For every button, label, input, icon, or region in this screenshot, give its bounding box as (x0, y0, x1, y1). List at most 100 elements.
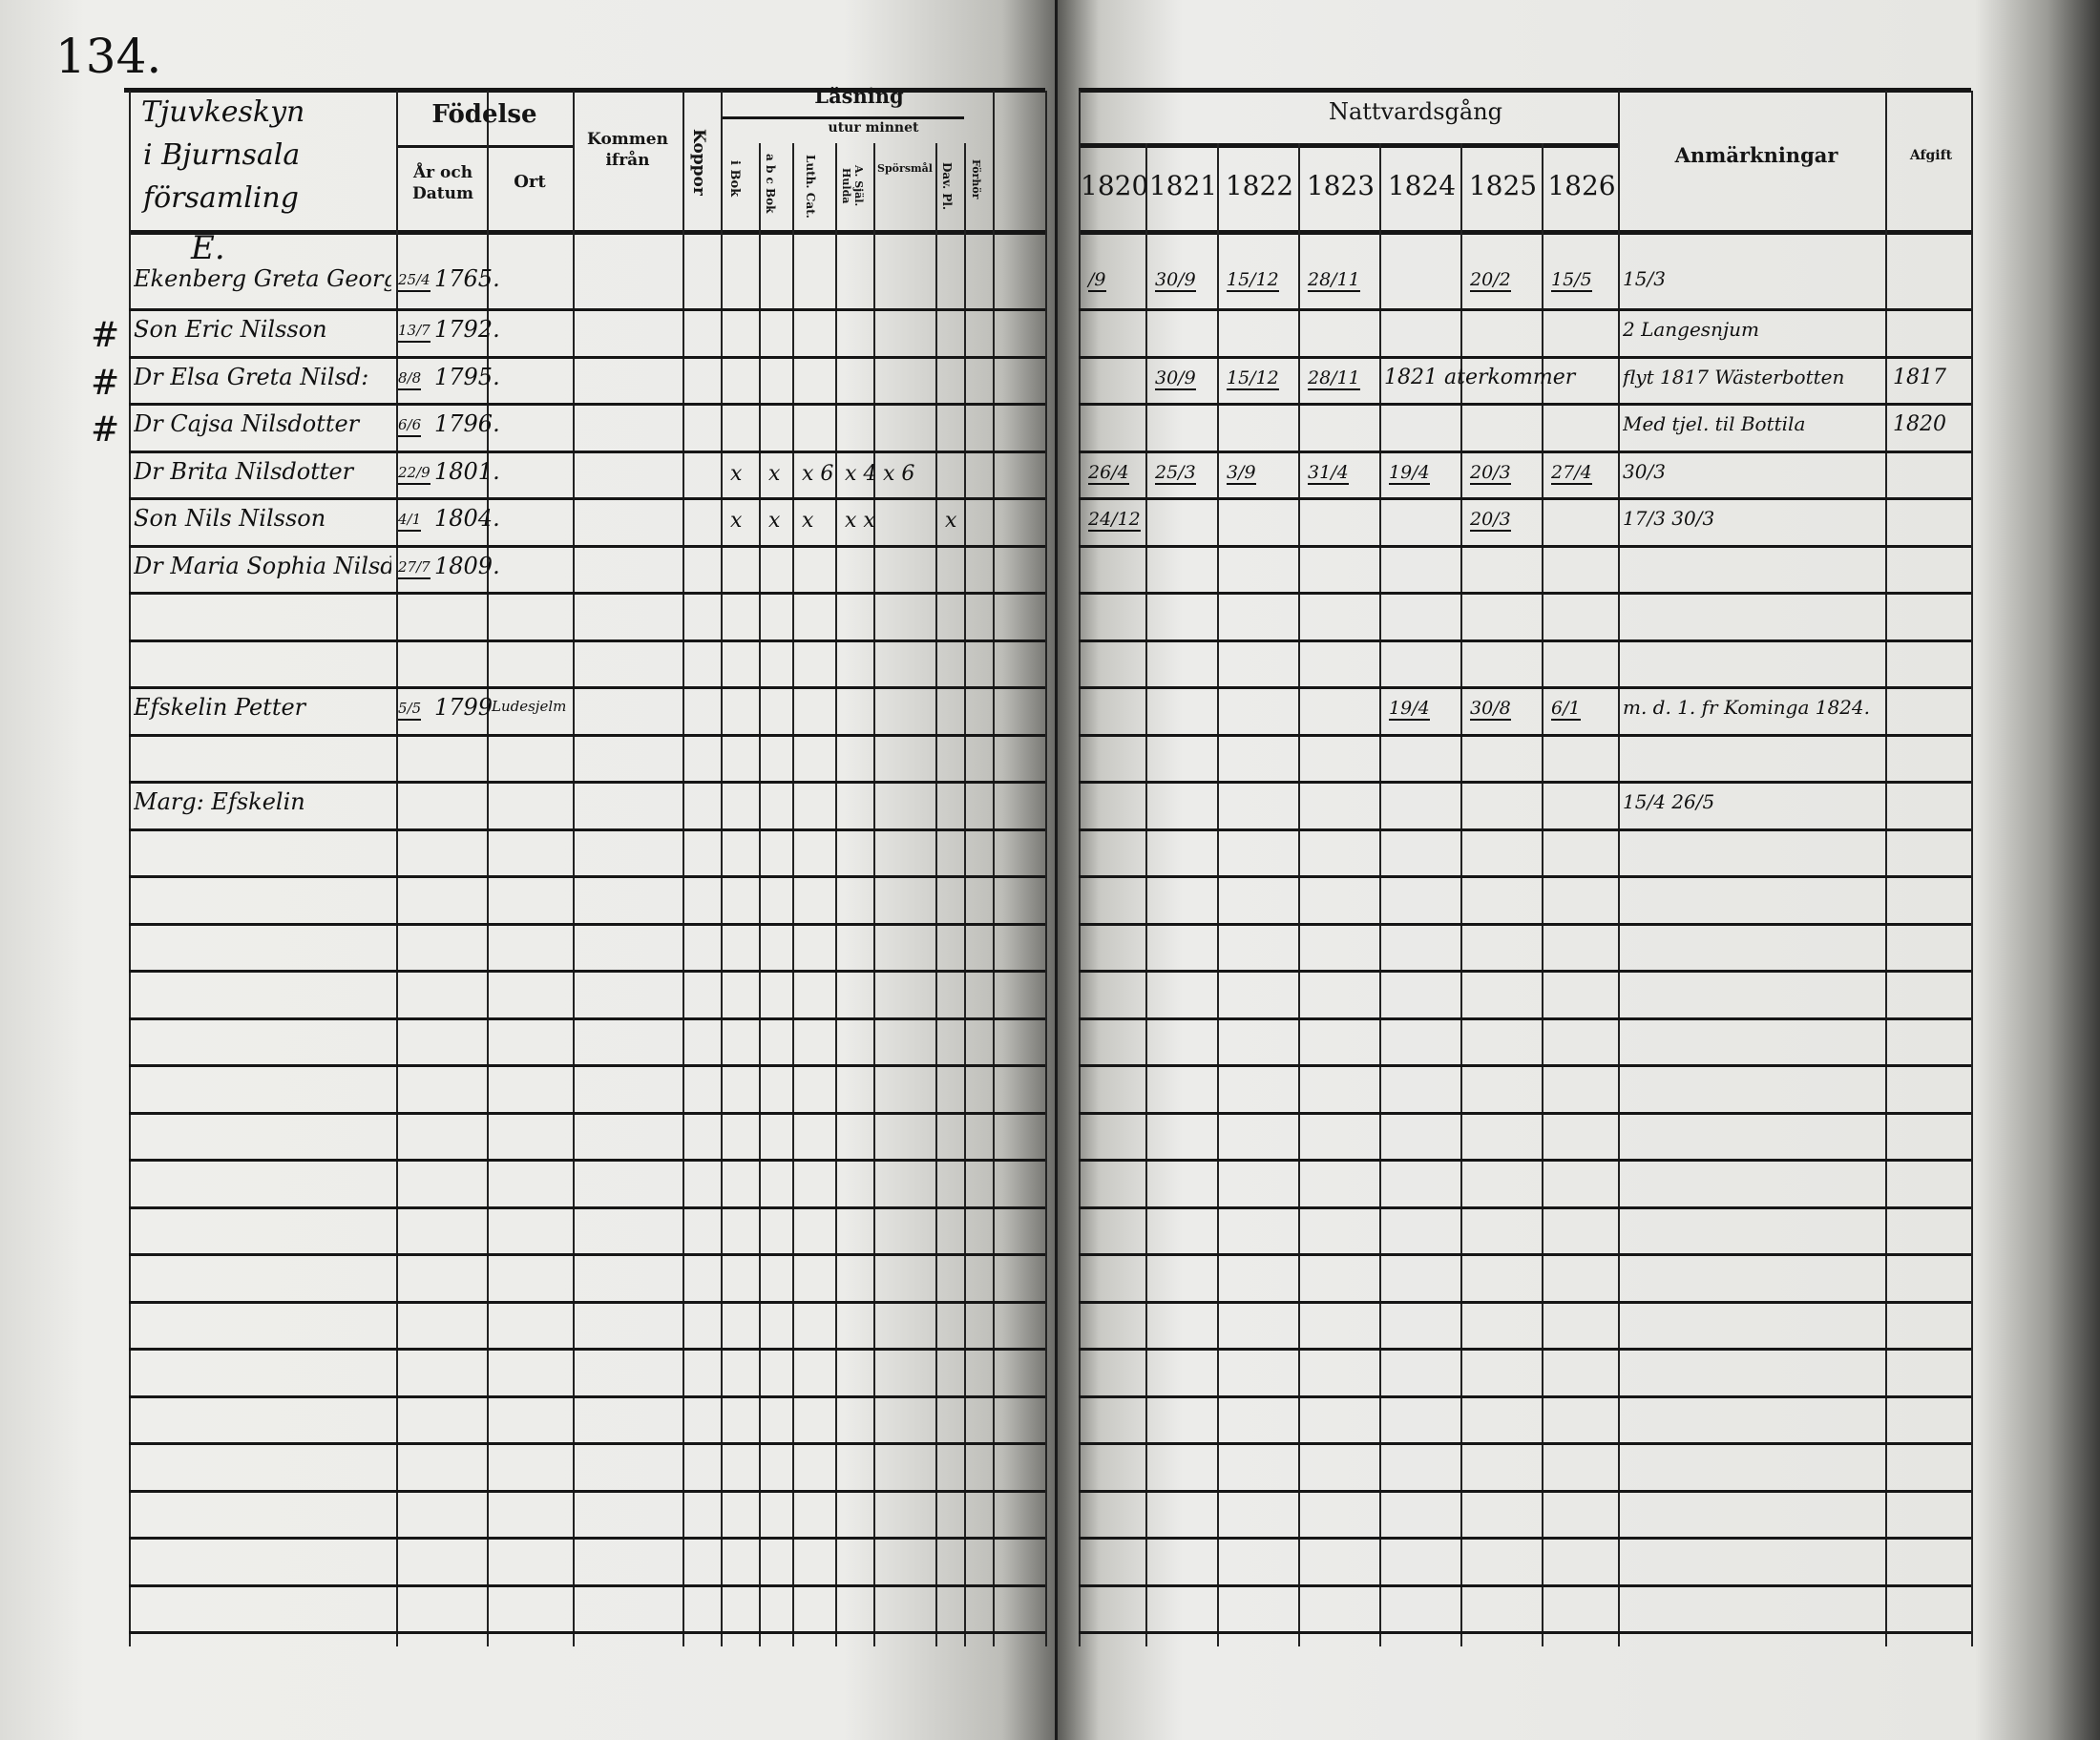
header-communion: Nattvardsgång (1328, 98, 1503, 125)
column-rule (964, 143, 966, 1646)
right-page: Nattvardsgång 1820 1821 1822 1823 1824 1825 18… (1058, 0, 2100, 1740)
birth-year: 1799 (434, 694, 494, 721)
row-rule (1079, 1442, 1971, 1445)
birth-day: 25/4 (398, 269, 430, 292)
communion-date: 27/4 (1551, 461, 1592, 485)
row-rule (129, 1537, 1045, 1540)
column-rule (1217, 143, 1219, 1646)
row-rule (1079, 1111, 1971, 1115)
entry-remarks: m. d. 1. fr Kominga 1824. (1623, 696, 1870, 719)
entry-remarks: 17/3 30/3 (1623, 507, 1715, 530)
row-rule (1079, 403, 1971, 406)
row-rule (129, 544, 1045, 548)
birth-sub-rule (396, 145, 573, 148)
row-rule (1079, 1489, 1971, 1493)
communion-date: 30/9 (1155, 269, 1196, 292)
row-rule (129, 970, 1045, 973)
year-header-1821: 1821 (1148, 170, 1218, 201)
birth-day: 8/8 (398, 367, 422, 390)
row-rule (129, 1159, 1045, 1162)
row-rule (1079, 1253, 1971, 1256)
header-remarks: Anmärkningar (1674, 143, 1838, 167)
column-rule (993, 91, 995, 1646)
row-rule (1079, 1300, 1971, 1304)
header-came-from: Kommen ifrån (587, 130, 668, 170)
birth-year: 1796. (434, 410, 500, 437)
row-rule (129, 1583, 1045, 1587)
communion-date: 20/3 (1470, 461, 1511, 485)
communion-sub-rule (1079, 143, 1618, 148)
reading-mark: x 4 (845, 461, 877, 486)
entry-name: Marg: Efskelin (134, 788, 305, 815)
header-forhor: Förhör (970, 158, 982, 199)
column-rule (1298, 143, 1300, 1646)
entry-name: Dr Elsa Greta Nilsd: (134, 363, 369, 390)
row-rule (129, 1253, 1045, 1256)
entry-name: Dr Cajsa Nilsdotter (134, 410, 360, 437)
communion-date: 20/3 (1470, 509, 1511, 532)
year-header-1824: 1824 (1387, 170, 1457, 201)
reading-mark: x (802, 509, 814, 533)
entry-remarks: 15/3 (1623, 267, 1666, 290)
row-rule (1079, 922, 1971, 926)
row-rule (129, 875, 1045, 878)
entry-name: Dr Maria Sophia Nilsd: (134, 552, 391, 579)
row-rule (1079, 875, 1971, 878)
reading-mark: x x (845, 509, 875, 533)
row-rule (129, 308, 1045, 311)
entry-name: Son Eric Nilsson (134, 316, 327, 343)
birth-day: 22/9 (398, 462, 430, 485)
entry-fee: 1820 (1893, 412, 1946, 436)
row-rule (129, 686, 1045, 689)
column-rule (721, 91, 723, 1646)
communion-date: 31/4 (1308, 461, 1349, 485)
communion-note: 1821 aterkommer (1384, 365, 1576, 389)
parish-heading-line-3: församling (143, 181, 299, 215)
row-rule (129, 497, 1045, 500)
row-rule (1079, 1537, 1971, 1540)
birth-day: 13/7 (398, 320, 430, 343)
row-rule (1079, 497, 1971, 500)
year-header-1823: 1823 (1306, 170, 1376, 201)
communion-date: 3/9 (1227, 461, 1256, 485)
communion-date: 19/4 (1389, 461, 1430, 485)
year-header-1820: 1820 (1081, 170, 1149, 201)
communion-date: 30/8 (1470, 698, 1511, 721)
column-rule (1145, 143, 1147, 1646)
row-rule (1079, 592, 1971, 595)
header-abc-book: a b c Bok (764, 154, 777, 214)
row-rule (1079, 686, 1971, 689)
column-rule (573, 91, 575, 1646)
row-rule (1079, 1394, 1971, 1398)
entry-mark: # (91, 410, 120, 450)
header-birth-place: Ort (514, 172, 546, 192)
entry-mark: # (91, 316, 120, 355)
column-rule (1542, 143, 1544, 1646)
reading-mark: x (730, 509, 743, 533)
row-rule (129, 450, 1045, 453)
communion-date: 15/12 (1227, 367, 1279, 390)
row-rule (1079, 639, 1971, 642)
reading-mark: x (768, 461, 781, 486)
communion-date: 28/11 (1308, 367, 1360, 390)
row-rule (1079, 450, 1971, 453)
row-rule (1079, 1064, 1971, 1067)
column-rule (935, 143, 937, 1646)
row-rule (129, 592, 1045, 595)
communion-date: 15/5 (1551, 269, 1592, 292)
reading-mark: x (945, 509, 957, 533)
header-bottom-rule (1079, 230, 1971, 235)
reading-mark: x 6 (802, 461, 834, 486)
row-rule (1079, 308, 1971, 311)
row-rule (129, 1442, 1045, 1445)
communion-date: 28/11 (1308, 269, 1360, 292)
entry-remarks: 15/4 26/5 (1623, 790, 1715, 813)
communion-date: /9 (1088, 269, 1106, 292)
entry-fee: 1817 (1893, 365, 1946, 389)
header-fee: Afgift (1909, 148, 1953, 163)
communion-date: 15/12 (1227, 269, 1279, 292)
row-rule (1079, 1017, 1971, 1020)
row-rule (129, 1017, 1045, 1020)
parish-heading-line-2: i Bjurnsala (143, 138, 301, 172)
row-rule (129, 781, 1045, 784)
